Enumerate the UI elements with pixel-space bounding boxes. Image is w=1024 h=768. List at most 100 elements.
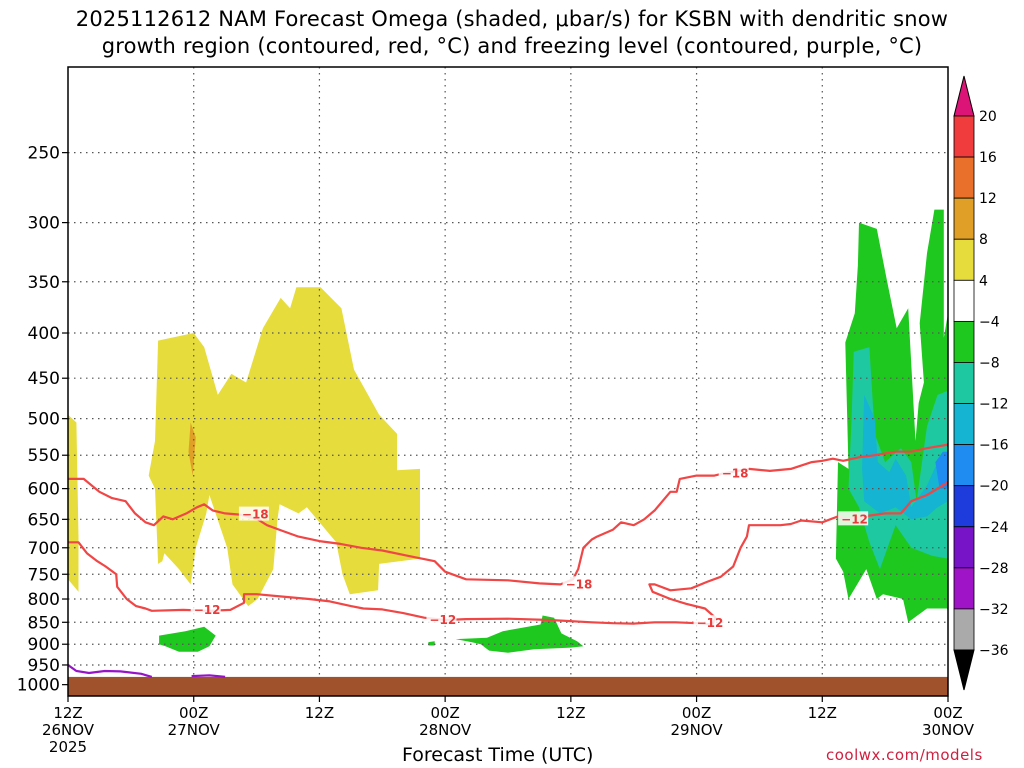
terrain-fill (68, 676, 948, 696)
contour-label-bg (562, 576, 593, 591)
colorbar-swatch (953, 567, 975, 610)
x-tick-label: 00Z (179, 704, 208, 722)
freezing-level-line (68, 664, 153, 678)
contour-label-bg (238, 506, 269, 521)
x-tick-label: 29NOV (671, 721, 724, 739)
y-tick-label: 950 (28, 656, 60, 676)
y-tick-label: 900 (28, 635, 60, 655)
contour-label: −18 (566, 577, 593, 591)
omega-region-4 (428, 641, 435, 646)
colorbar-label: −4 (979, 314, 1000, 330)
contour-label: −18 (242, 508, 269, 522)
y-tick-label: 750 (28, 565, 60, 585)
colorbar-bottom-arrow (953, 649, 975, 691)
colorbar-label: −12 (979, 397, 1009, 413)
colorbar-swatch (953, 526, 975, 569)
contour-label: −12 (194, 603, 221, 617)
x-tick-label: 12Z (53, 704, 82, 722)
omega-shading (68, 209, 948, 653)
contour-line-1 (68, 481, 948, 626)
colorbar-swatch (953, 156, 975, 199)
colorbar-label: −8 (979, 355, 1000, 371)
y-tick-label: 350 (28, 273, 60, 293)
colorbar-label: 20 (979, 109, 997, 125)
y-axis: 2503003504004505005506006507007508008509… (17, 144, 68, 696)
colorbar-label: −16 (979, 438, 1009, 454)
chart-title-line2: growth region (contoured, red, °C) and f… (101, 34, 923, 58)
y-tick-label: 550 (28, 446, 60, 466)
credit-text: coolwx.com/models (826, 746, 983, 764)
contour-label-bg (718, 465, 749, 480)
x-tick-label: 12Z (556, 704, 585, 722)
x-tick-label: 00Z (682, 704, 711, 722)
colorbar-label: 16 (979, 150, 997, 166)
colorbar-label: −24 (979, 520, 1009, 536)
x-tick-label: 30NOV (922, 721, 975, 739)
colorbar-label: −32 (979, 602, 1009, 618)
omega-region-0 (68, 414, 79, 592)
omega-region-3 (159, 626, 216, 652)
x-tick-label: 00Z (933, 704, 962, 722)
colorbar-swatch (953, 362, 975, 404)
colorbar-swatch (953, 115, 975, 158)
y-tick-label: 700 (28, 539, 60, 559)
y-tick-label: 500 (28, 410, 60, 430)
contour-label-bg (693, 615, 724, 630)
grid-lines (68, 67, 948, 696)
x-tick-label: 27NOV (168, 721, 221, 739)
colorbar-swatch (953, 485, 975, 528)
contour-labels: −18 −18 −18 −12 −12 −12 −12 (190, 465, 869, 630)
contour-label-bg (426, 612, 457, 627)
chart-title-line1: 2025112612 NAM Forecast Omega (shaded, μ… (75, 7, 949, 31)
freezing-level-line-2 (191, 674, 226, 678)
omega-region-2 (188, 422, 196, 476)
y-tick-label: 1000 (17, 676, 60, 696)
colorbar: 20 16 12 8 4 −4 −8 −12 −16 −20 −24 −28 −32 −36 (953, 75, 1009, 691)
colorbar-swatch (953, 197, 975, 240)
colorbar-label: 4 (979, 273, 988, 289)
y-tick-label: 400 (28, 324, 60, 344)
contour-label: −18 (722, 467, 749, 481)
contour-label: −12 (429, 613, 456, 627)
y-tick-label: 300 (28, 214, 60, 234)
colorbar-swatch (953, 279, 975, 322)
x-tick-label: 2025 (49, 738, 87, 756)
colorbar-swatch (953, 403, 975, 446)
y-tick-label: 650 (28, 510, 60, 530)
y-tick-label: 850 (28, 613, 60, 633)
omega-region-5 (455, 615, 584, 653)
x-tick-label: 12Z (808, 704, 837, 722)
colorbar-label: −20 (979, 479, 1009, 495)
terrain-layer (68, 676, 948, 696)
colorbar-swatch (953, 238, 975, 281)
y-tick-label: 600 (28, 480, 60, 500)
x-tick-label: 00Z (430, 704, 459, 722)
x-tick-label: 12Z (305, 704, 334, 722)
colorbar-label: −36 (979, 643, 1009, 659)
omega-region-1 (148, 287, 420, 607)
contour-label-bg (838, 511, 869, 526)
y-tick-label: 450 (28, 369, 60, 389)
contour-line-0 (68, 443, 948, 586)
chart-title: 2025112612 NAM Forecast Omega (shaded, μ… (0, 6, 1024, 60)
colorbar-label: −28 (979, 561, 1009, 577)
y-tick-label: 250 (28, 144, 60, 164)
contour-lines (68, 443, 948, 678)
colorbar-swatch (953, 320, 975, 363)
plot-frame (67, 66, 949, 697)
colorbar-swatch (953, 444, 975, 487)
x-axis-label: Forecast Time (UTC) (402, 744, 594, 766)
colorbar-label: 12 (979, 191, 997, 207)
colorbar-swatch (953, 608, 975, 651)
x-tick-label: 28NOV (419, 721, 472, 739)
colorbar-label: 8 (979, 232, 988, 248)
contour-label-bg (190, 601, 221, 616)
omega-region-9 (935, 451, 948, 489)
x-tick-label: 26NOV (42, 721, 95, 739)
contour-label: −12 (841, 512, 868, 526)
colorbar-top-arrow (953, 75, 975, 117)
contour-label: −12 (697, 616, 724, 630)
y-tick-label: 800 (28, 590, 60, 610)
